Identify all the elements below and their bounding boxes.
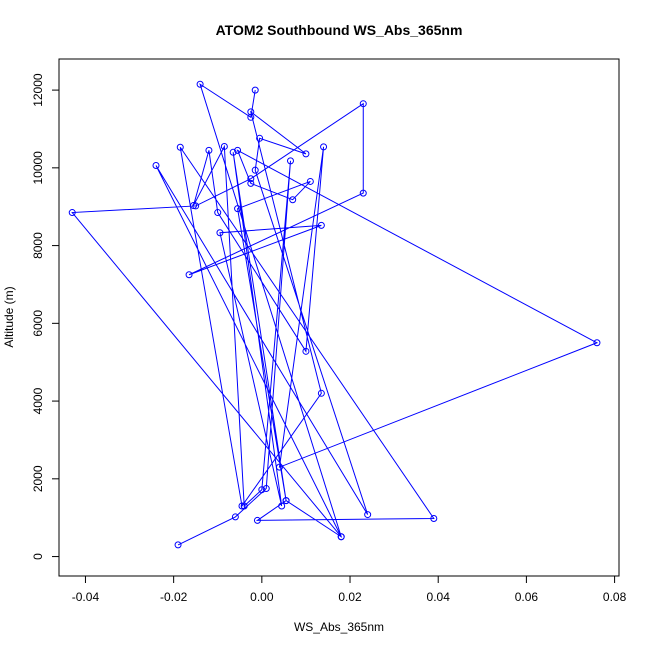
data-point xyxy=(220,142,228,150)
data-point xyxy=(286,157,294,165)
data-point xyxy=(247,113,255,121)
data-point xyxy=(251,166,259,174)
data-point xyxy=(68,209,76,217)
y-tick-label: 12000 xyxy=(31,73,45,107)
data-point xyxy=(364,511,372,519)
data-point xyxy=(262,485,270,493)
y-tick-label: 2000 xyxy=(31,465,45,492)
data-point xyxy=(302,347,310,355)
data-point xyxy=(306,177,314,185)
data-point xyxy=(205,146,213,154)
data-point xyxy=(247,175,255,183)
data-point xyxy=(231,513,239,521)
data-point xyxy=(593,339,601,347)
y-axis-label: Altitude (m) xyxy=(2,286,16,347)
data-point xyxy=(251,86,259,94)
series-line xyxy=(71,83,599,546)
data-point xyxy=(229,148,237,156)
data-point xyxy=(253,516,261,524)
data-point xyxy=(337,533,345,541)
chart-title: ATOM2 Southbound WS_Abs_365nm xyxy=(216,22,463,38)
data-point xyxy=(289,196,297,204)
data-point xyxy=(302,150,310,158)
y-tick-label: 0 xyxy=(31,553,45,560)
x-tick-label: 0.06 xyxy=(515,590,539,604)
y-tick-label: 6000 xyxy=(31,310,45,337)
data-point xyxy=(317,389,325,397)
data-point xyxy=(317,221,325,229)
data-point xyxy=(247,179,255,187)
data-point xyxy=(359,100,367,108)
data-point xyxy=(152,162,160,170)
data-series xyxy=(68,80,601,549)
y-axis-ticks: 0 2000 4000 6000 8000 10000 12000 xyxy=(31,73,59,560)
plot-frame xyxy=(58,58,620,577)
data-point xyxy=(359,189,367,197)
data-point xyxy=(185,271,193,279)
y-tick-label: 4000 xyxy=(31,387,45,414)
x-axis-ticks: -0.04 -0.02 0.00 0.02 0.04 0.06 0.08 xyxy=(72,576,627,604)
data-point xyxy=(320,143,328,151)
data-point xyxy=(196,80,204,88)
data-point xyxy=(176,143,184,151)
data-point xyxy=(275,463,283,471)
data-point xyxy=(216,229,224,237)
data-point xyxy=(192,202,200,210)
data-point xyxy=(214,209,222,217)
data-point xyxy=(282,497,290,505)
data-point xyxy=(234,146,242,154)
data-point xyxy=(240,502,248,510)
data-point xyxy=(247,108,255,116)
data-point xyxy=(174,541,182,549)
x-tick-label: 0.08 xyxy=(603,590,627,604)
data-point xyxy=(430,514,438,522)
y-tick-label: 8000 xyxy=(31,232,45,259)
x-tick-label: -0.04 xyxy=(72,590,100,604)
data-point xyxy=(278,502,286,510)
x-tick-label: -0.02 xyxy=(160,590,188,604)
data-point xyxy=(256,134,264,142)
x-axis-label: WS_Abs_365nm xyxy=(294,620,384,634)
x-tick-label: 0.02 xyxy=(338,590,362,604)
x-tick-label: 0.04 xyxy=(427,590,451,604)
data-point xyxy=(234,205,242,213)
data-point xyxy=(238,502,246,510)
data-point xyxy=(258,486,266,494)
x-tick-label: 0.00 xyxy=(250,590,274,604)
y-tick-label: 10000 xyxy=(31,151,45,185)
